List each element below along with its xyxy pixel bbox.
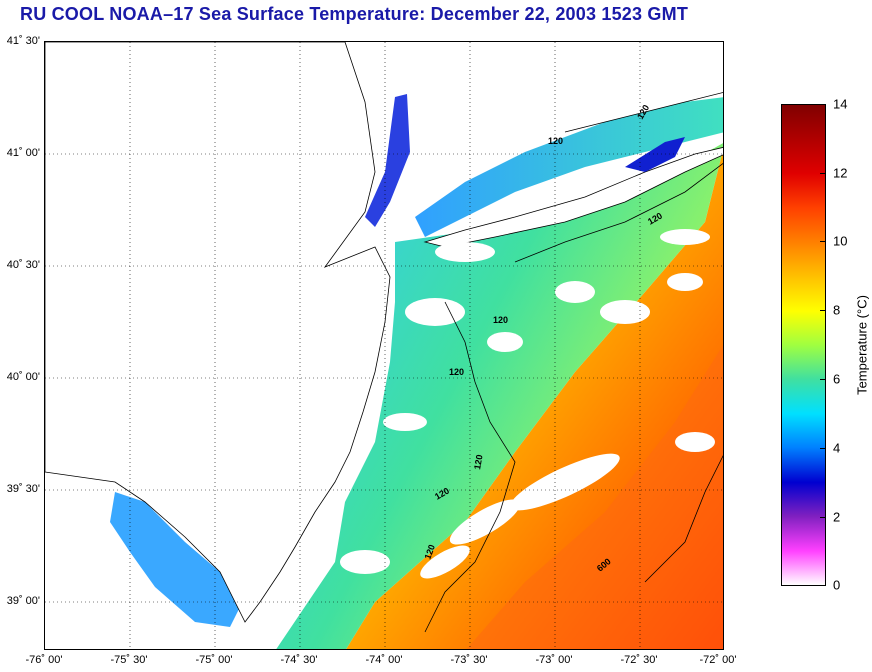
colorbar-tick-mark (820, 448, 826, 449)
lon-label: -74˚ 00' (365, 654, 403, 666)
colorbar-tick-mark (820, 104, 826, 105)
lon-label: -72˚ 00' (699, 654, 737, 666)
colorbar-tick-label: 14 (833, 96, 848, 112)
long-island-sound (415, 97, 723, 237)
contour-label: 120 (548, 136, 563, 146)
lon-label: -72˚ 30' (620, 654, 658, 666)
lat-label: 39˚ 00' (6, 595, 40, 607)
lat-label: 41˚ 30' (6, 35, 40, 47)
colorbar-tick-mark (820, 241, 826, 242)
lon-label: -75˚ 30' (110, 654, 148, 666)
colorbar-tick-label: 0 (833, 577, 841, 593)
colorbar-tick-mark (820, 585, 826, 586)
contour-label: 120 (493, 315, 508, 325)
cloud-patches (340, 229, 715, 579)
colorbar-tick-mark (820, 310, 826, 311)
colorbar-tick-label: 12 (833, 165, 848, 181)
gulf-stream-edge (466, 345, 723, 649)
new-jersey-land (45, 42, 391, 623)
sst-map: 120 120 120 120 120 120 120 120 600 (44, 41, 724, 650)
lat-label: 39˚ 30' (6, 483, 40, 495)
colorbar-tick-label: 6 (833, 371, 841, 387)
colorbar-tick-mark (820, 517, 826, 518)
colorbar-tick-label: 4 (833, 440, 841, 456)
lon-label: -74˚ 30' (280, 654, 318, 666)
map-canvas: 120 120 120 120 120 120 120 120 600 (45, 42, 723, 649)
map-title: RU COOL NOAA–17 Sea Surface Temperature:… (20, 4, 689, 24)
lat-label: 40˚ 30' (6, 259, 40, 271)
long-island (423, 147, 723, 248)
lon-label: -76˚ 00' (25, 654, 63, 666)
colorbar-tick-mark (820, 379, 826, 380)
hudson-strip (365, 94, 410, 227)
lon-label: -75˚ 00' (195, 654, 233, 666)
lat-label: 41˚ 00' (6, 147, 40, 159)
colorbar-tick-label: 2 (833, 509, 841, 525)
lon-label: -73˚ 30' (450, 654, 488, 666)
delaware-bay (110, 492, 240, 627)
contour-label: 120 (422, 543, 437, 561)
lat-label: 40˚ 00' (6, 371, 40, 383)
shelf-water (276, 143, 723, 649)
graticule (45, 42, 723, 649)
contour-label: 120 (472, 454, 484, 471)
temperature-colorbar (781, 104, 826, 586)
peconic-bay (625, 137, 685, 172)
colorbar-tick-label: 10 (833, 233, 848, 249)
colorbar-tick-label: 8 (833, 302, 841, 318)
colorbar-tick-mark (820, 173, 826, 174)
lon-label: -73˚ 00' (535, 654, 573, 666)
colorbar-label: Temperature (°C) (854, 295, 870, 395)
bathymetry-contours (424, 92, 723, 633)
contour-label: 120 (449, 367, 464, 377)
